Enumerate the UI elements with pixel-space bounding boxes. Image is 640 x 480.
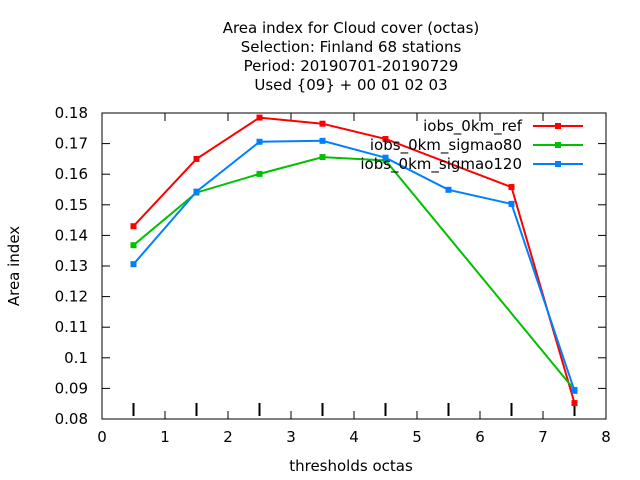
data-point [382, 154, 389, 161]
y-tick-label: 0.15 [55, 196, 88, 214]
y-tick-label: 0.17 [55, 135, 88, 153]
data-point [508, 200, 515, 207]
data-point [571, 387, 578, 394]
data-point [193, 155, 200, 162]
y-axis: 0.08 0.09 0.1 0.11 0.12 0.13 0.14 0.15 0.16 0.17 0… [55, 104, 606, 428]
data-point [130, 242, 137, 249]
chart-title-line: Period: 20190701-20190729 [244, 57, 459, 75]
legend-marker [555, 142, 561, 148]
series-iobs_0km_sigmao120 [130, 137, 578, 394]
x-tick-label: 8 [601, 428, 611, 446]
chart-title-line: Used {09} + 00 01 02 03 [254, 76, 447, 94]
data-point [256, 138, 263, 145]
threshold-marks [132, 403, 576, 416]
x-tick-label: 7 [538, 428, 548, 446]
data-point [445, 186, 452, 193]
data-point [319, 154, 326, 161]
legend: iobs_0km_refiobs_0km_sigmao80iobs_0km_si… [360, 117, 583, 174]
y-tick-label: 0.14 [55, 226, 88, 244]
y-tick-label: 0.11 [55, 318, 88, 336]
x-tick-label: 3 [286, 428, 296, 446]
data-point [571, 400, 578, 407]
chart-title-line: Selection: Finland 68 stations [241, 38, 462, 56]
series-iobs_0km_ref [130, 114, 578, 407]
data-point [130, 223, 137, 230]
y-tick-label: 0.18 [55, 104, 88, 122]
series-line [132, 139, 576, 392]
data-point [319, 137, 326, 144]
y-tick-label: 0.1 [64, 349, 88, 367]
chart-title-line: Area index for Cloud cover (octas) [223, 19, 480, 37]
y-tick-label: 0.12 [55, 288, 88, 306]
y-tick-label: 0.08 [55, 410, 88, 428]
data-point [508, 184, 515, 191]
legend-label: iobs_0km_ref [423, 117, 523, 136]
chart-title: Area index for Cloud cover (octas)Select… [223, 19, 480, 94]
data-point [382, 136, 389, 143]
y-tick-label: 0.13 [55, 257, 88, 275]
x-tick-label: 0 [97, 428, 107, 446]
x-tick-label: 5 [412, 428, 422, 446]
x-tick-label: 6 [475, 428, 485, 446]
x-axis: 0 1 2 3 4 5 6 7 8 [97, 113, 611, 446]
series-line [132, 156, 576, 391]
x-tick-label: 1 [160, 428, 170, 446]
y-tick-label: 0.09 [55, 379, 88, 397]
x-tick-label: 2 [223, 428, 233, 446]
data-point [130, 261, 137, 268]
legend-marker [555, 161, 561, 167]
legend-marker [555, 123, 561, 129]
data-point [256, 170, 263, 177]
data-point [193, 188, 200, 195]
data-point [256, 114, 263, 121]
y-tick-label: 0.16 [55, 165, 88, 183]
legend-label: iobs_0km_sigmao80 [370, 136, 522, 155]
y-axis-label: Area index [5, 226, 23, 306]
x-tick-label: 4 [349, 428, 359, 446]
x-axis-label: thresholds octas [289, 457, 413, 475]
data-point [319, 120, 326, 127]
legend-label: iobs_0km_sigmao120 [360, 155, 522, 174]
data-series [130, 114, 578, 407]
